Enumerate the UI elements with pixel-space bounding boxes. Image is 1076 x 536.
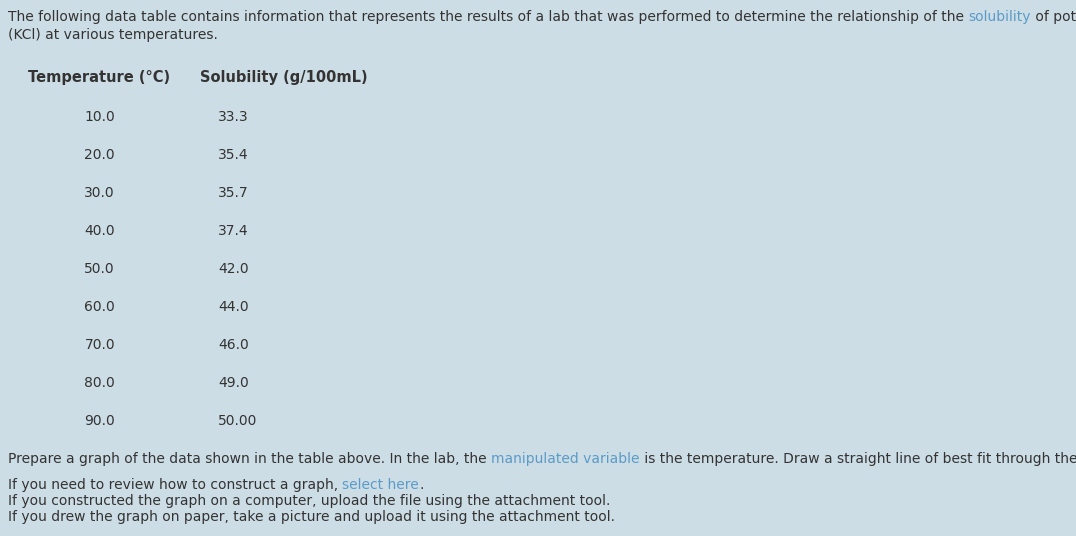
Text: 46.0: 46.0 bbox=[218, 338, 249, 352]
Text: 10.0: 10.0 bbox=[84, 110, 115, 124]
Text: 80.0: 80.0 bbox=[84, 376, 115, 390]
Text: 49.0: 49.0 bbox=[218, 376, 249, 390]
Text: 44.0: 44.0 bbox=[218, 300, 249, 314]
Text: 20.0: 20.0 bbox=[84, 148, 115, 162]
Text: (KCl) at various temperatures.: (KCl) at various temperatures. bbox=[8, 28, 217, 42]
Text: of potassium chloride: of potassium chloride bbox=[1031, 10, 1076, 24]
Text: Solubility (g/100mL): Solubility (g/100mL) bbox=[200, 70, 368, 85]
Text: solubility: solubility bbox=[968, 10, 1031, 24]
Text: If you drew the graph on paper, take a picture and upload it using the attachmen: If you drew the graph on paper, take a p… bbox=[8, 510, 615, 524]
Text: 35.7: 35.7 bbox=[218, 186, 249, 200]
Text: manipulated variable: manipulated variable bbox=[491, 452, 639, 466]
Text: .: . bbox=[420, 478, 424, 492]
Text: 50.0: 50.0 bbox=[84, 262, 115, 276]
Text: Prepare a graph of the data shown in the table above. In the lab, the: Prepare a graph of the data shown in the… bbox=[8, 452, 491, 466]
Text: If you need to review how to construct a graph,: If you need to review how to construct a… bbox=[8, 478, 342, 492]
Text: 37.4: 37.4 bbox=[218, 224, 249, 238]
Text: 33.3: 33.3 bbox=[218, 110, 249, 124]
Text: 42.0: 42.0 bbox=[218, 262, 249, 276]
Text: 70.0: 70.0 bbox=[84, 338, 115, 352]
Text: 40.0: 40.0 bbox=[84, 224, 115, 238]
Text: 90.0: 90.0 bbox=[84, 414, 115, 428]
Text: 50.00: 50.00 bbox=[218, 414, 257, 428]
Text: 35.4: 35.4 bbox=[218, 148, 249, 162]
Text: Temperature (°C): Temperature (°C) bbox=[28, 70, 170, 85]
Text: The following data table contains information that represents the results of a l: The following data table contains inform… bbox=[8, 10, 968, 24]
Text: 30.0: 30.0 bbox=[84, 186, 115, 200]
Text: 60.0: 60.0 bbox=[84, 300, 115, 314]
Text: If you constructed the graph on a computer, upload the file using the attachment: If you constructed the graph on a comput… bbox=[8, 494, 610, 508]
Text: select here: select here bbox=[342, 478, 420, 492]
Text: is the temperature. Draw a straight line of best fit through the data points.: is the temperature. Draw a straight line… bbox=[639, 452, 1076, 466]
